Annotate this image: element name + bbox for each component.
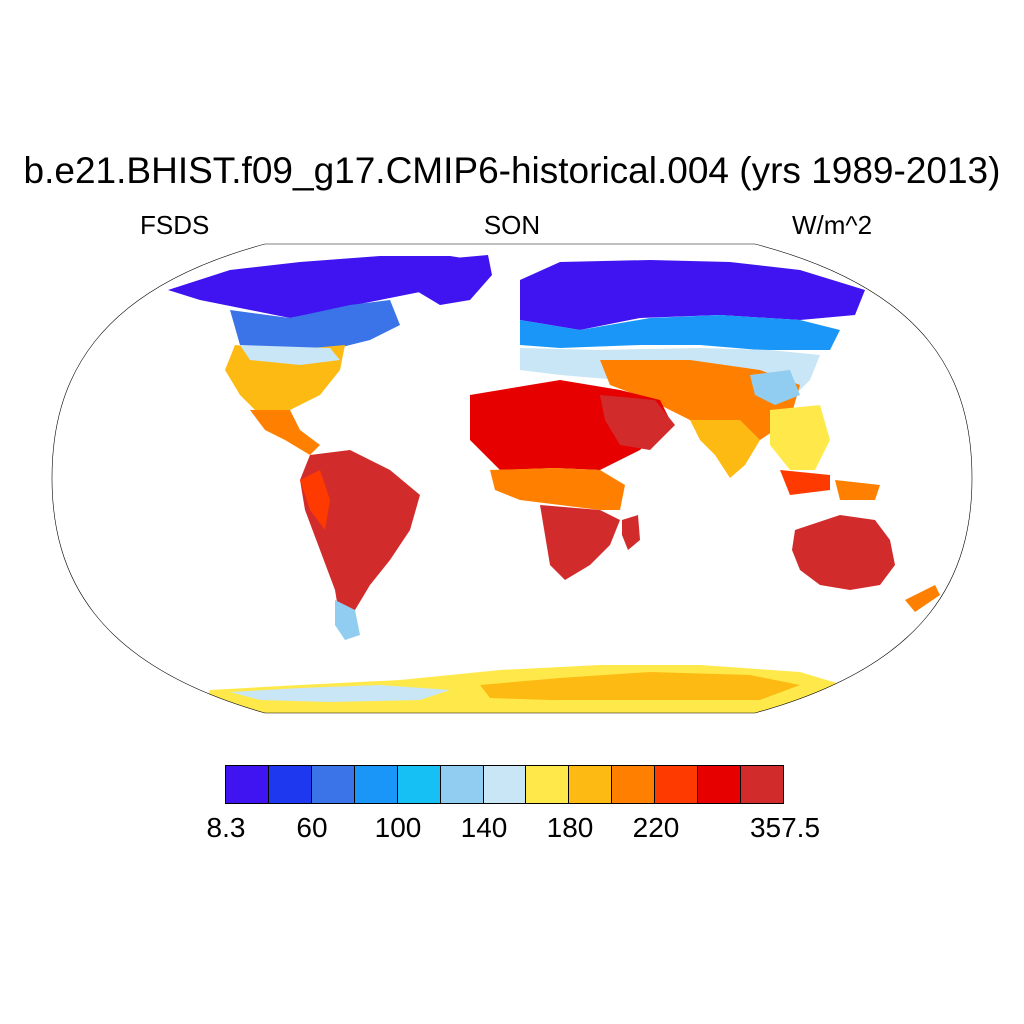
australia — [792, 515, 895, 590]
colorbar-tick-label: 8.3 — [206, 812, 246, 843]
north-america-mid — [230, 300, 400, 350]
colorbar-cell — [655, 766, 699, 803]
india — [690, 420, 760, 478]
greenland — [410, 255, 492, 305]
madagascar — [622, 515, 640, 550]
tibet — [750, 370, 800, 405]
colorbar-tick-label: 220 — [632, 812, 680, 843]
colorbar-cell — [483, 766, 527, 803]
colorbar-tick-label: 100 — [374, 812, 422, 843]
colorbar-cell — [698, 766, 742, 803]
central-america — [250, 410, 320, 455]
colorbar-cell — [311, 766, 355, 803]
arabia — [600, 395, 675, 450]
colorbar-cell — [268, 766, 312, 803]
colorbar-labels: 8.3 60 100 140 180 220 357.5 — [0, 812, 1024, 852]
antarctica-interior — [480, 672, 800, 700]
central-asia — [600, 360, 800, 440]
colorbar-cell — [354, 766, 398, 803]
colorbar-tick-label: 357.5 — [749, 812, 821, 843]
units-label: W/m^2 — [792, 210, 873, 240]
colorbar — [225, 765, 784, 804]
southeast-asia — [770, 405, 830, 470]
colorbar-cell — [440, 766, 484, 803]
south-america — [300, 450, 420, 625]
colorbar-tick-label: 60 — [296, 812, 328, 843]
colorbar-cell — [526, 766, 570, 803]
north-america-arctic — [168, 256, 488, 318]
plot-title: b.e21.BHIST.f09_g17.CMIP6-historical.004… — [23, 150, 1001, 191]
south-america-west — [300, 470, 330, 530]
new-zealand — [905, 585, 940, 612]
colorbar-tick-label: 180 — [546, 812, 594, 843]
colorbar-cell — [612, 766, 656, 803]
africa-mid — [490, 468, 625, 510]
indonesia-b — [835, 480, 880, 500]
variable-label: FSDS — [140, 210, 210, 240]
colorbar-cell — [397, 766, 441, 803]
eurasia-north — [520, 260, 865, 330]
south-america-tip — [335, 600, 360, 640]
colorbar-cell — [226, 766, 269, 803]
globe-outline — [51, 243, 973, 714]
colorbar-tick-label: 140 — [460, 812, 508, 843]
colorbar-cell — [741, 766, 783, 803]
indonesia-a — [780, 470, 830, 495]
antarctica-peninsula — [230, 685, 450, 702]
eurasia-mid — [520, 315, 840, 350]
africa-south — [540, 505, 620, 580]
season-label: SON — [483, 210, 541, 240]
colorbar-cell — [569, 766, 613, 803]
north-america-cooler — [240, 345, 340, 365]
